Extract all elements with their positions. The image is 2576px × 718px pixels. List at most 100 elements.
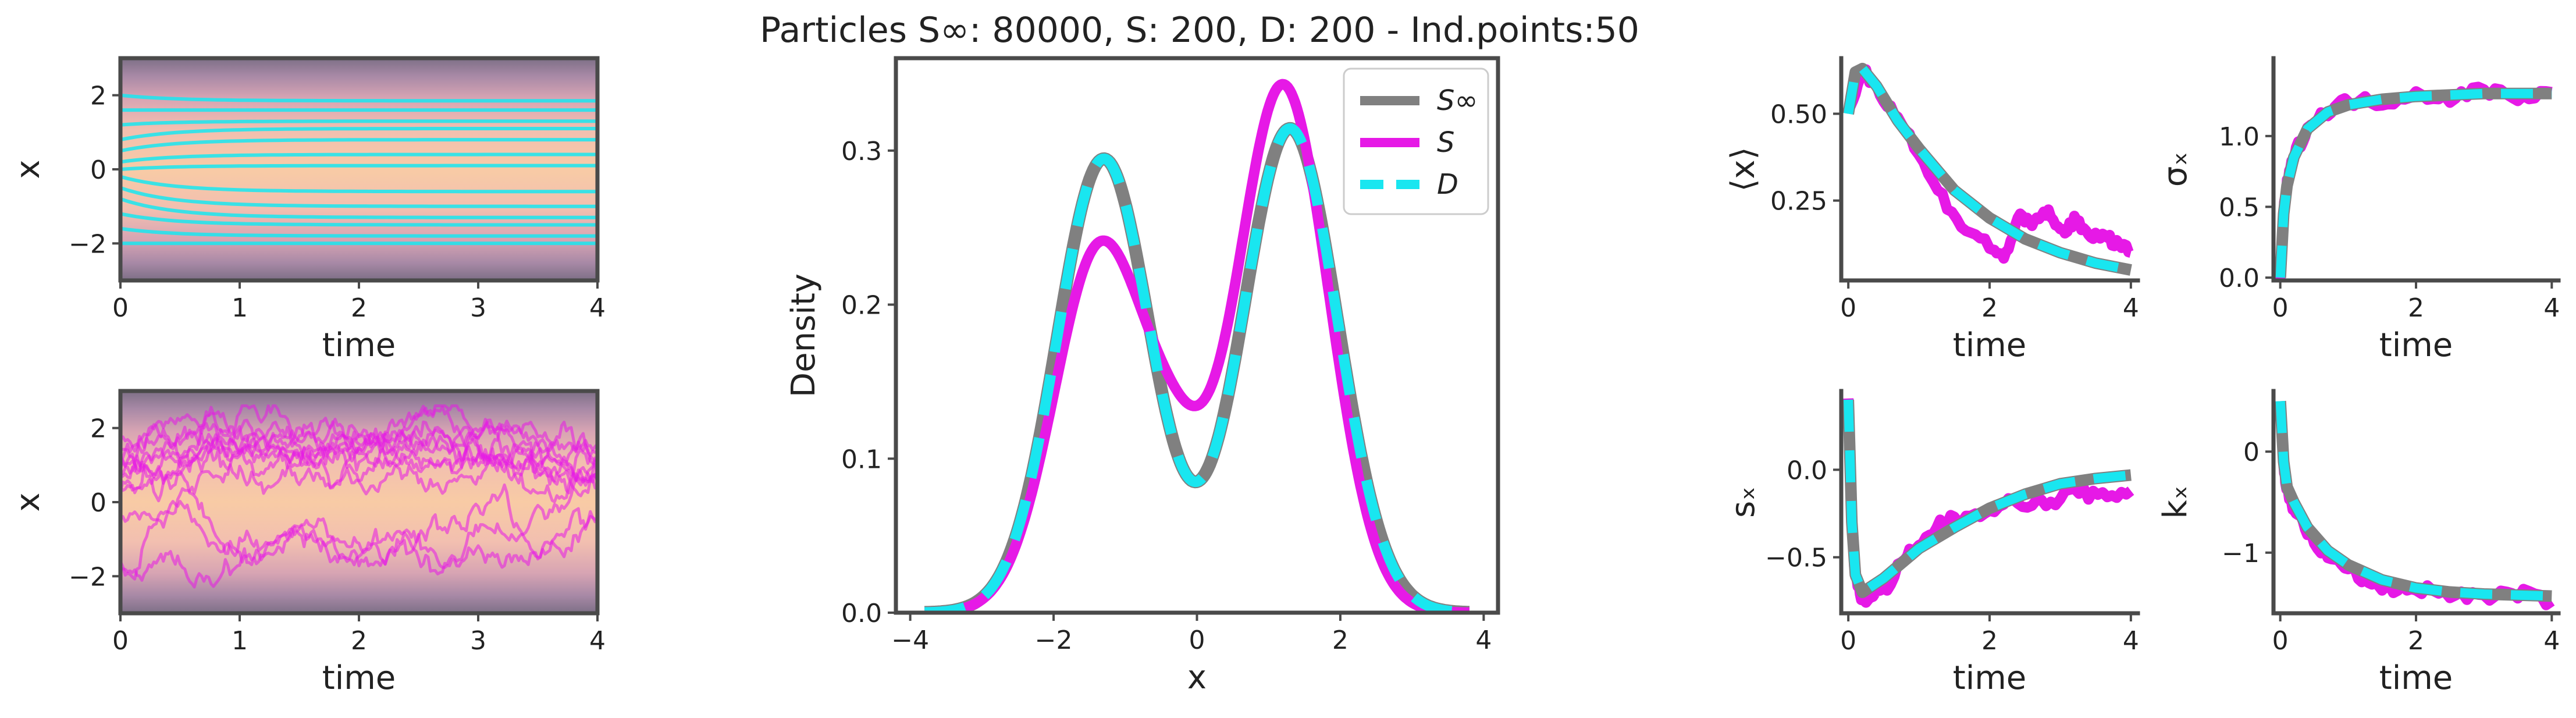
y-tick-label: 0 xyxy=(2243,438,2260,467)
x-tick-label: 3 xyxy=(470,293,486,323)
legend-label: S∞ xyxy=(1437,84,1478,117)
x-axis-label: time xyxy=(1953,659,2027,697)
x-tick-label: 0 xyxy=(112,293,129,323)
y-axis-label: x xyxy=(9,492,47,511)
trajectory-line xyxy=(120,212,597,227)
trajectory-line xyxy=(120,434,597,495)
x-tick-label: 4 xyxy=(2123,293,2139,323)
legend-label: D xyxy=(1437,168,1458,201)
x-tick-label: 0 xyxy=(1840,293,1856,323)
x-tick-label: 0 xyxy=(2272,293,2289,323)
trajectory-group xyxy=(120,404,597,589)
trajectory-line xyxy=(120,420,597,581)
moment-line-3 xyxy=(1844,63,2132,275)
trajectory-line xyxy=(120,421,597,495)
x-tick-label: 1 xyxy=(232,626,248,656)
x-tick-label: −2 xyxy=(1035,625,1073,655)
trajectory-line xyxy=(120,138,597,153)
density-background xyxy=(120,58,597,280)
trajectory-line xyxy=(120,226,597,238)
trajectory-line xyxy=(120,175,597,194)
density-panel: −4 −2 0 2 4 0.0 0.1 0.2 0.3 x Density xyxy=(785,56,1500,696)
y-tick-label: 0.25 xyxy=(1770,187,1827,216)
x-tick-label: 0 xyxy=(112,626,129,656)
moment-lines xyxy=(2274,400,2555,610)
y-tick-label: −1 xyxy=(2222,539,2260,568)
moment-line-2 xyxy=(1844,64,2134,264)
y-tick-label: 0.1 xyxy=(841,445,882,474)
x-tick-label: 4 xyxy=(2123,626,2139,656)
trajectory-line xyxy=(120,197,597,219)
trajectory-line xyxy=(120,507,597,589)
x-tick-label: 2 xyxy=(1981,293,1998,323)
y-axis-label: ⟨x⟩ xyxy=(1724,147,1762,192)
moment-lines xyxy=(1842,62,2134,276)
trajectory-line xyxy=(120,93,597,103)
y-axis-label: x xyxy=(9,159,47,179)
trajectory-line xyxy=(120,119,597,127)
kurtosis-panel: 0 2 4 −1 0 time kₓ xyxy=(2157,389,2561,697)
x-axis-label: time xyxy=(2379,659,2453,697)
moment-line-1 xyxy=(2274,400,2552,602)
x-tick-label: 2 xyxy=(2408,626,2424,656)
legend-label: S xyxy=(1437,126,1454,159)
density-lines xyxy=(920,79,1474,613)
y-tick-label: 2 xyxy=(90,81,106,111)
skewness-panel: 0 2 4 −0.5 0.0 time sₓ xyxy=(1724,389,2140,697)
std-panel: 0 2 4 0.0 0.5 1.0 time σₓ xyxy=(2157,56,2561,364)
moment-lines xyxy=(1842,398,2134,608)
y-tick-label: 2 xyxy=(90,414,106,444)
x-tick-label: 2 xyxy=(351,293,367,323)
y-tick-label: −2 xyxy=(69,229,106,259)
y-tick-label: −0.5 xyxy=(1765,543,1827,573)
y-axis-label: Density xyxy=(785,273,823,397)
moment-lines xyxy=(2274,81,2553,280)
moment-line-3 xyxy=(2275,400,2552,601)
trajectory-group xyxy=(120,93,597,246)
x-axis-label: time xyxy=(2379,326,2453,364)
y-tick-label: 0.5 xyxy=(2219,193,2260,222)
y-tick-label: −2 xyxy=(69,562,106,592)
trajectory-line xyxy=(120,163,597,171)
y-tick-label: 1.0 xyxy=(2219,122,2260,152)
y-tick-label: 0.0 xyxy=(1787,456,1827,485)
x-tick-label: 0 xyxy=(2272,626,2289,656)
x-tick-label: 2 xyxy=(351,626,367,656)
x-axis-label: x xyxy=(1187,659,1207,696)
x-axis-label: time xyxy=(1953,326,2027,364)
trajectory-line xyxy=(120,186,597,208)
x-tick-label: 2 xyxy=(1981,626,1998,656)
density-line-3 xyxy=(921,123,1473,613)
y-axis-label: sₓ xyxy=(1724,486,1762,518)
y-tick-label: 0.50 xyxy=(1770,100,1827,130)
y-tick-label: 0.0 xyxy=(841,599,882,628)
trajectory-line xyxy=(120,466,597,575)
x-tick-label: 2 xyxy=(1332,625,1349,655)
x-tick-label: 3 xyxy=(470,626,486,656)
x-tick-label: 0 xyxy=(1189,625,1205,655)
x-tick-label: 4 xyxy=(1475,625,1492,655)
x-tick-label: 4 xyxy=(589,626,606,656)
y-tick-label: 0.0 xyxy=(2219,264,2260,293)
mean-panel: 0 2 4 0.25 0.50 time ⟨x⟩ xyxy=(1724,56,2140,364)
x-tick-label: 0 xyxy=(1840,626,1856,656)
figure-title: Particles S∞: 80000, S: 200, D: 200 - In… xyxy=(760,10,1639,51)
x-tick-label: 2 xyxy=(2408,293,2424,323)
trajectory-line xyxy=(120,463,597,567)
x-tick-label: 4 xyxy=(589,293,606,323)
x-tick-label: 1 xyxy=(232,293,248,323)
y-tick-label: 0.2 xyxy=(841,291,882,321)
x-axis-label: time xyxy=(322,326,396,364)
moment-line-2 xyxy=(2275,403,2555,610)
y-axis-label: σₓ xyxy=(2157,152,2194,187)
y-tick-label: 0.3 xyxy=(841,137,882,166)
moment-line-3 xyxy=(1844,399,2132,597)
x-axis-label: time xyxy=(322,659,396,697)
trajectory-line xyxy=(120,418,597,489)
density-line-2 xyxy=(921,79,1473,613)
x-tick-label: 4 xyxy=(2543,626,2560,656)
y-axis-label: kₓ xyxy=(2157,485,2194,518)
